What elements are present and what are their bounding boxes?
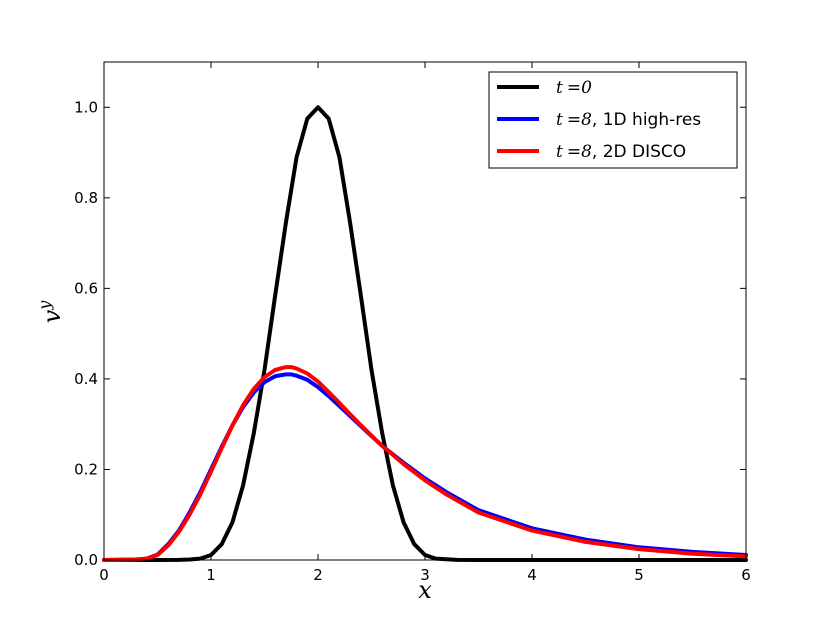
y-tick-label: 0.6	[74, 279, 98, 297]
legend: t =0 t =8, 1D high-res t =8, 2D DISCO	[488, 71, 738, 169]
x-tick-label: 5	[634, 566, 644, 584]
x-axis-label: x	[418, 576, 432, 604]
y-axis-label: vy	[35, 300, 66, 324]
y-tick-label: 0.0	[74, 551, 98, 569]
series-line-2	[102, 365, 748, 562]
svg-text:vy: vy	[35, 300, 66, 324]
legend-label-0: t =0	[556, 78, 592, 98]
y-axis-label-base: v	[38, 309, 66, 323]
legend-entry-0: t =0	[497, 78, 592, 98]
y-tick-label: 1.0	[74, 98, 98, 116]
ticks: 0 1 2 3 4 5 6 0.0 0.2 0.4 0.6 0.8 1.0	[74, 62, 751, 584]
y-axis-label-superscript: y	[35, 300, 54, 311]
x-tick-label: 0	[99, 566, 109, 584]
x-tick-label: 4	[527, 566, 537, 584]
y-tick-label: 0.4	[74, 370, 98, 388]
x-tick-label: 3	[420, 566, 430, 584]
x-tick-label: 1	[206, 566, 216, 584]
legend-label-2: t =8, 2D DISCO	[556, 142, 686, 162]
y-tick-label: 0.2	[74, 460, 98, 478]
x-tick-label: 6	[741, 566, 751, 584]
legend-entry-2: t =8, 2D DISCO	[497, 142, 686, 162]
y-tick-label: 0.8	[74, 189, 98, 207]
legend-entry-1: t =8, 1D high-res	[497, 110, 701, 130]
legend-label-1: t =8, 1D high-res	[556, 110, 701, 130]
x-tick-label: 2	[313, 566, 323, 584]
